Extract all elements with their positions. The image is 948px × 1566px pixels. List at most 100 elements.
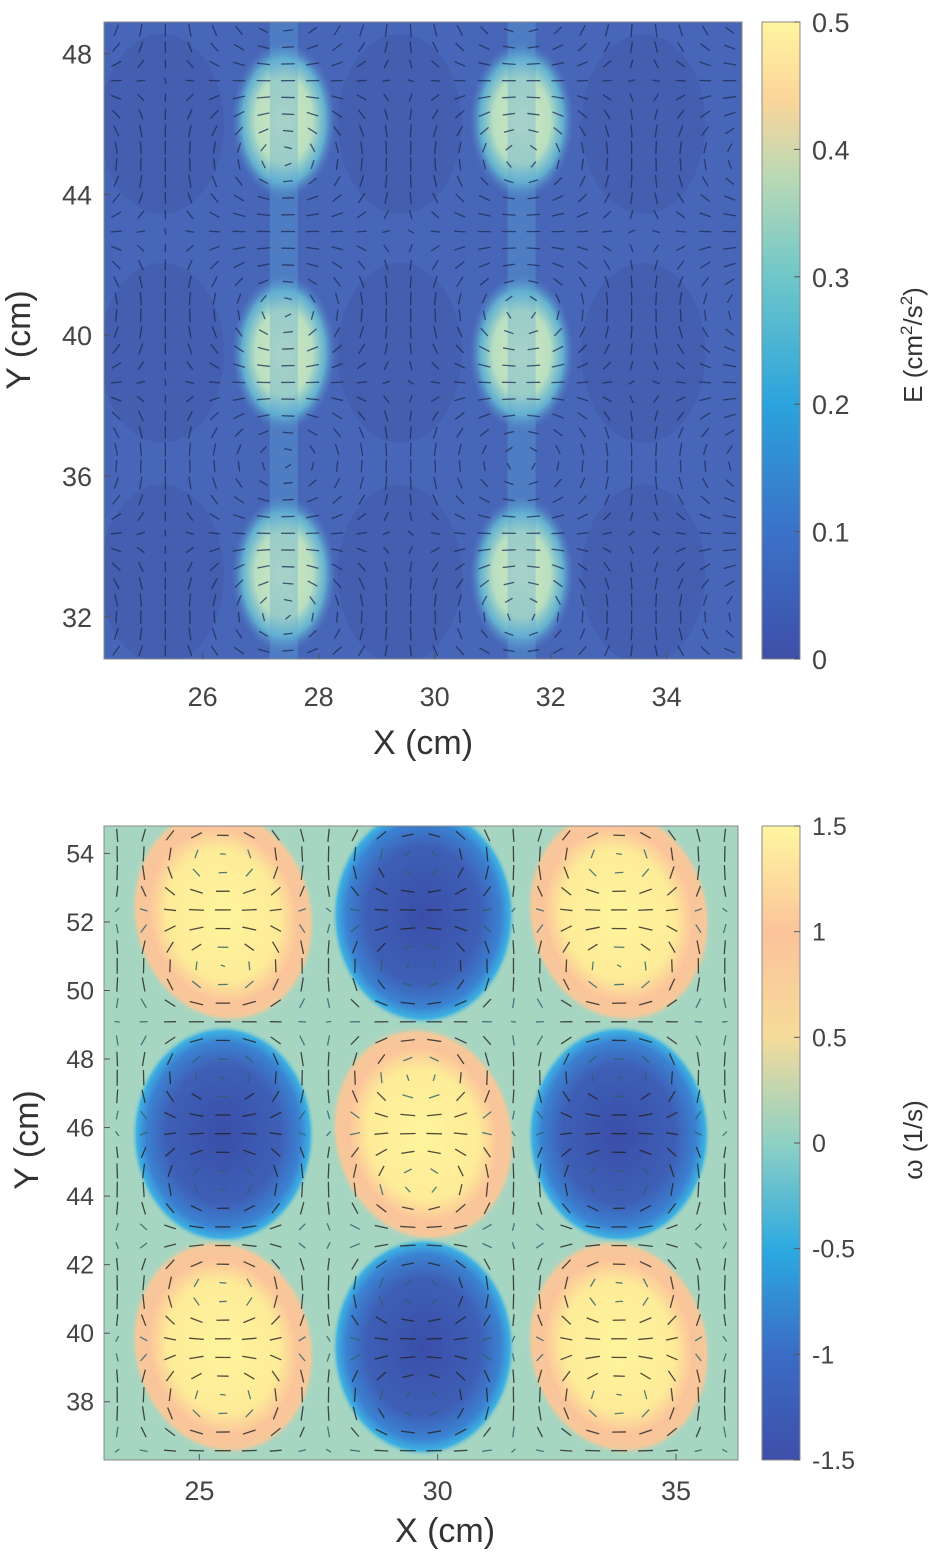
velocity-arrow — [257, 346, 270, 352]
velocity-arrow — [639, 888, 652, 895]
velocity-arrow — [629, 546, 634, 555]
energy-low-cell — [581, 484, 706, 659]
y-tick-label: 50 — [66, 977, 94, 1005]
velocity-arrow — [137, 59, 145, 69]
velocity-arrow — [269, 1132, 282, 1136]
velocity-arrow — [537, 1201, 543, 1215]
velocity-arrow — [512, 1257, 515, 1271]
velocity-arrow — [256, 515, 271, 518]
velocity-arrow — [722, 1242, 728, 1250]
velocity-arrow — [723, 1035, 727, 1046]
velocity-arrow — [723, 397, 737, 401]
velocity-arrow — [334, 594, 340, 606]
velocity-arrow — [561, 830, 571, 841]
velocity-arrow — [274, 1388, 278, 1402]
negative-vortex — [331, 826, 516, 1026]
velocity-arrow — [356, 361, 367, 370]
velocity-arrow — [591, 1073, 595, 1083]
velocity-arrow — [431, 361, 440, 370]
velocity-arrow — [699, 548, 712, 552]
velocity-arrow — [430, 547, 440, 553]
velocity-arrow — [187, 644, 193, 657]
velocity-arrow — [219, 853, 226, 855]
velocity-arrow — [512, 885, 515, 897]
velocity-arrow — [454, 513, 466, 520]
velocity-arrow — [724, 278, 735, 286]
velocity-arrow — [349, 1131, 361, 1136]
velocity-arrow — [538, 1182, 542, 1198]
velocity-arrow — [115, 885, 119, 897]
velocity-arrow — [308, 630, 317, 638]
velocity-arrow — [677, 577, 684, 590]
velocity-arrow — [538, 1387, 541, 1403]
velocity-arrow — [404, 1186, 411, 1193]
velocity-arrow — [235, 327, 243, 337]
velocity-arrow — [641, 1166, 650, 1176]
velocity-arrow — [209, 362, 220, 370]
velocity-arrow — [400, 1430, 415, 1434]
velocity-arrow — [484, 865, 490, 880]
velocity-arrow — [537, 1051, 542, 1067]
velocity-arrow — [638, 926, 653, 931]
velocity-arrow — [258, 430, 269, 436]
velocity-arrow — [333, 326, 341, 338]
velocity-arrow — [505, 446, 513, 453]
velocity-arrow — [723, 1089, 727, 1104]
velocity-arrow — [678, 476, 683, 490]
velocity-arrow — [188, 627, 192, 641]
velocity-arrow — [409, 511, 413, 522]
velocity-arrow — [298, 1223, 306, 1231]
velocity-arrow — [455, 1203, 466, 1213]
velocity-arrow — [332, 43, 343, 52]
velocity-arrow — [282, 129, 294, 133]
velocity-arrow — [384, 426, 388, 439]
velocity-arrow — [213, 610, 216, 624]
velocity-arrow — [283, 180, 293, 183]
velocity-arrow — [536, 1426, 543, 1438]
velocity-arrow — [374, 1132, 389, 1135]
velocity-arrow — [629, 244, 634, 253]
velocity-arrow — [115, 1335, 120, 1342]
velocity-arrow — [564, 1388, 568, 1402]
velocity-arrow — [245, 1409, 254, 1418]
velocity-arrow — [702, 594, 708, 606]
velocity-arrow — [675, 230, 686, 233]
velocity-arrow — [378, 1165, 385, 1177]
velocity-arrow — [232, 363, 246, 369]
velocity-arrow — [670, 1183, 674, 1197]
velocity-arrow — [726, 445, 733, 454]
velocity-arrow — [165, 1370, 175, 1382]
velocity-arrow — [527, 45, 540, 49]
negative-vortex — [131, 1024, 316, 1245]
velocity-arrow — [506, 311, 512, 319]
velocity-arrow — [585, 1113, 600, 1117]
velocity-arrow — [640, 1372, 651, 1380]
velocity-arrow — [669, 1276, 674, 1290]
velocity-arrow — [696, 1369, 701, 1383]
velocity-arrow — [233, 345, 245, 353]
velocity-arrow — [300, 1089, 305, 1104]
velocity-arrow — [306, 363, 320, 368]
velocity-arrow — [696, 1201, 701, 1215]
velocity-arrow — [640, 1092, 651, 1101]
velocity-arrow — [112, 578, 120, 590]
velocity-arrow — [605, 442, 609, 457]
velocity-arrow — [270, 1036, 282, 1045]
velocity-arrow — [432, 426, 438, 439]
velocity-arrow — [326, 1353, 331, 1362]
velocity-arrow — [401, 1150, 415, 1154]
velocity-arrow — [455, 193, 465, 203]
velocity-arrow — [243, 1204, 255, 1212]
velocity-arrow — [585, 1038, 600, 1043]
velocity-arrow — [351, 940, 359, 954]
velocity-arrow — [383, 511, 389, 522]
velocity-arrow — [374, 925, 388, 932]
velocity-arrow — [376, 1091, 387, 1102]
velocity-arrow — [430, 1298, 438, 1305]
velocity-arrow — [428, 1206, 441, 1211]
velocity-arrow — [696, 1163, 700, 1179]
velocity-arrow — [458, 460, 461, 473]
velocity-arrow — [307, 429, 318, 436]
velocity-arrow — [602, 94, 612, 101]
velocity-arrow — [407, 530, 414, 537]
